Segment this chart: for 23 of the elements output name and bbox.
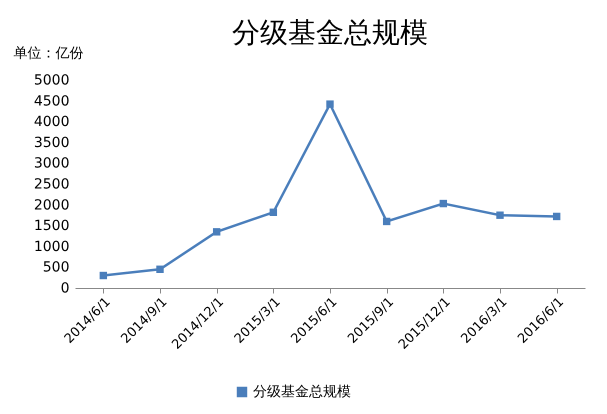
point: [440, 200, 448, 208]
y-tick-label: 2000: [34, 197, 70, 214]
y-tick-label: 1500: [34, 218, 70, 234]
y-tick-label: 4000: [34, 114, 70, 130]
point: [100, 272, 108, 280]
y-axis-title: 单位：亿份: [14, 46, 84, 62]
y-tick-label: 2500: [34, 176, 70, 192]
y-tick-label: 0: [60, 280, 70, 296]
y-tick-label: 3500: [34, 134, 70, 151]
legend-label: 分级基金总规模: [253, 384, 351, 400]
y-tick-label: 5000: [34, 72, 70, 88]
point: [496, 211, 504, 219]
point: [270, 208, 278, 216]
point: [212, 228, 220, 236]
y-tick-label: 3000: [34, 156, 70, 172]
point: [156, 266, 164, 273]
y-tick-label: 500: [42, 260, 70, 276]
point: [552, 212, 560, 220]
y-tick-label: 4500: [34, 93, 70, 110]
point: [382, 218, 390, 226]
chart-title: 分级基金总规模: [232, 16, 428, 49]
point: [326, 100, 334, 108]
y-tick-label: 1000: [34, 238, 70, 255]
